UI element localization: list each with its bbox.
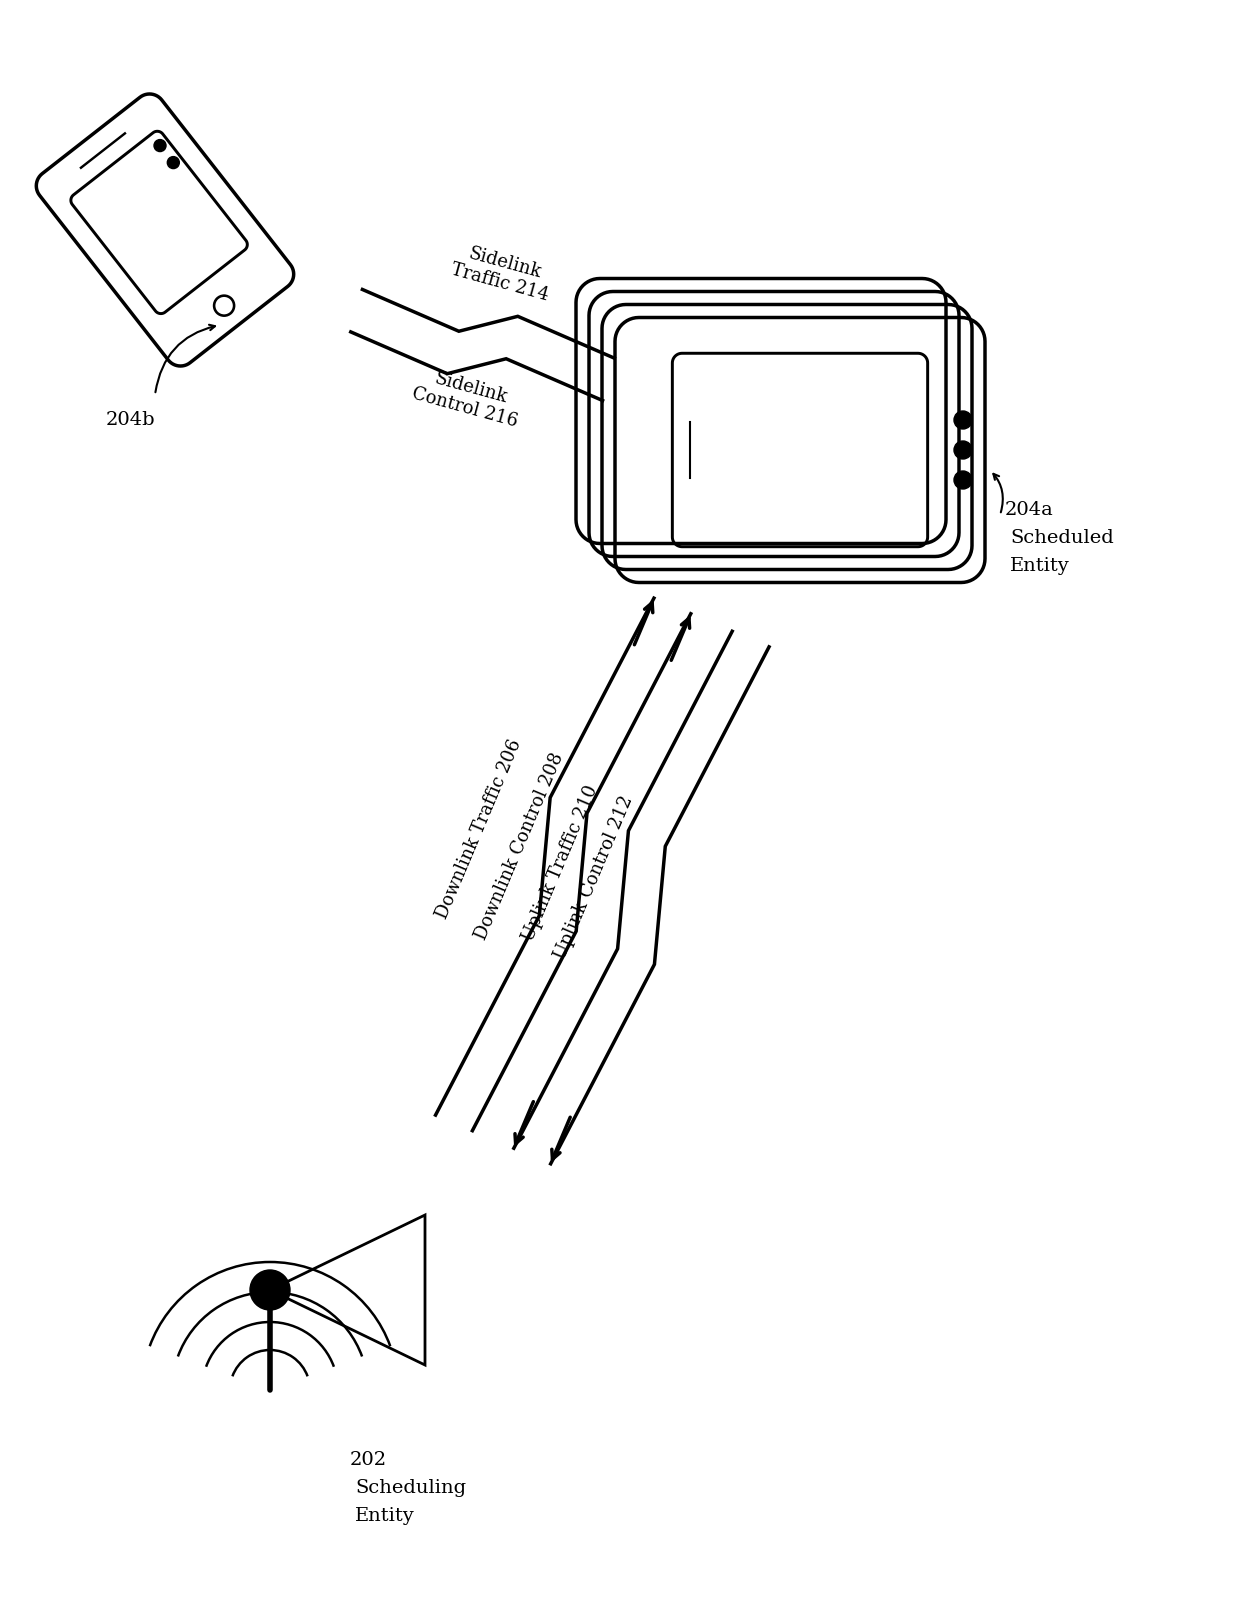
Circle shape	[154, 140, 166, 151]
Circle shape	[954, 441, 972, 459]
Text: Entity: Entity	[355, 1507, 414, 1525]
Circle shape	[954, 470, 972, 490]
Text: 204b: 204b	[105, 411, 155, 429]
Text: Sidelink
Control 216: Sidelink Control 216	[410, 364, 526, 432]
Circle shape	[954, 411, 972, 429]
Text: Sidelink
Traffic 214: Sidelink Traffic 214	[449, 241, 556, 305]
Text: Downlink Control 208: Downlink Control 208	[472, 750, 568, 942]
Circle shape	[250, 1270, 290, 1310]
Text: Scheduling: Scheduling	[355, 1478, 466, 1497]
Text: Uplink Traffic 210: Uplink Traffic 210	[520, 783, 601, 944]
Text: 202: 202	[350, 1451, 387, 1469]
Text: Downlink Traffic 206: Downlink Traffic 206	[434, 737, 526, 921]
Text: Scheduled: Scheduled	[1011, 530, 1114, 547]
Circle shape	[167, 157, 180, 169]
Text: Uplink Control 212: Uplink Control 212	[552, 793, 636, 961]
Text: 204a: 204a	[1004, 501, 1054, 518]
Text: Entity: Entity	[1011, 557, 1070, 575]
